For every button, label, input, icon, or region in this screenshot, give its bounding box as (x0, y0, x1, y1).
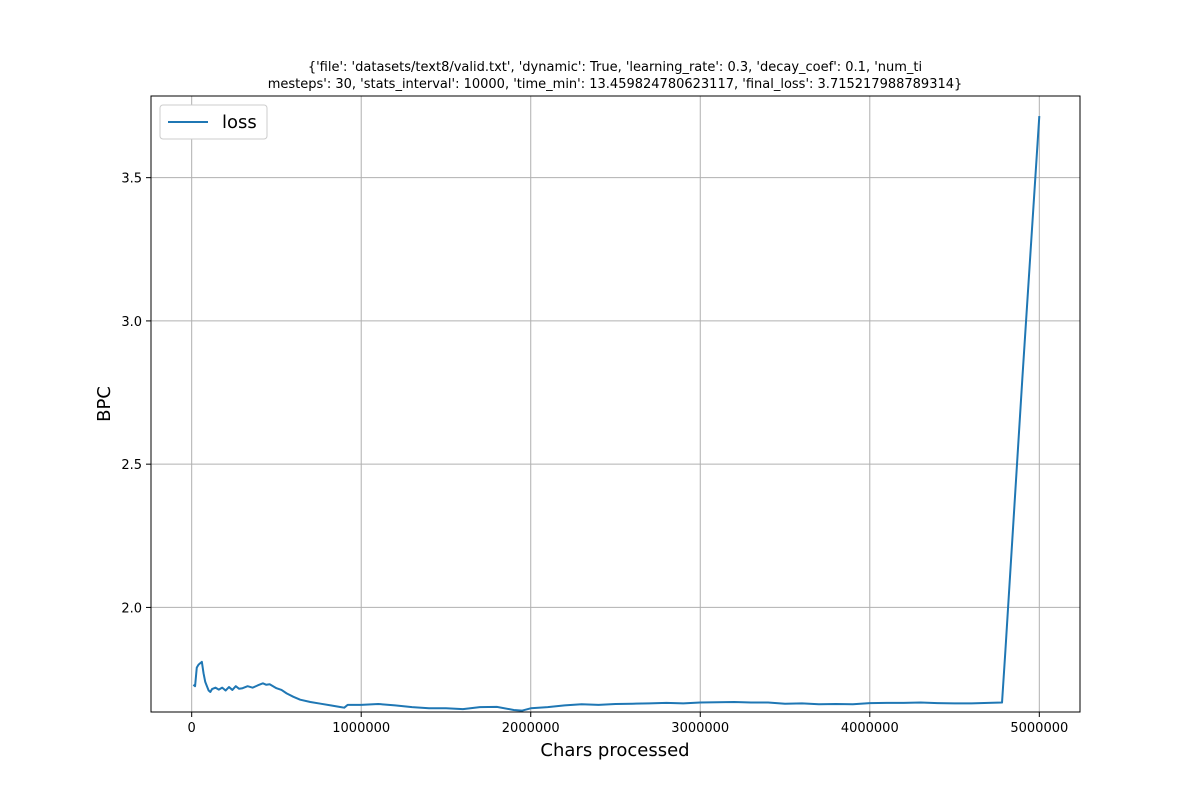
y-tick-label: 2.0 (121, 601, 142, 616)
chart-title-line-1: {'file': 'datasets/text8/valid.txt', 'dy… (308, 60, 922, 75)
x-axis-label: Chars processed (540, 740, 689, 761)
grid-lines (151, 96, 1080, 712)
axes-border (150, 95, 1081, 713)
y-axis-ticks: 2.0 2.5 3.0 3.5 (121, 172, 151, 616)
axes-frame (150, 95, 1081, 713)
y-axis-label: BPC (94, 386, 115, 422)
x-tick-label: 4000000 (841, 721, 899, 736)
legend-label-loss: loss (222, 112, 257, 133)
y-tick-label: 3.0 (121, 315, 142, 330)
y-tick-label: 2.5 (121, 458, 142, 473)
x-tick-label: 5000000 (1010, 721, 1068, 736)
x-axis-ticks: 0 1000000 2000000 3000000 4000000 5000000 (188, 712, 1068, 736)
series-line-loss (192, 115, 1041, 712)
legend: loss (159, 104, 268, 140)
chart-title-line-2: mesteps': 30, 'stats_interval': 10000, '… (268, 77, 963, 92)
series-layer (192, 115, 1041, 712)
x-tick-label: 2000000 (502, 721, 560, 736)
legend-box (159, 104, 268, 140)
x-tick-label: 3000000 (671, 721, 729, 736)
x-tick-label: 0 (188, 721, 196, 736)
y-tick-label: 3.5 (121, 172, 142, 187)
x-tick-label: 1000000 (332, 721, 390, 736)
